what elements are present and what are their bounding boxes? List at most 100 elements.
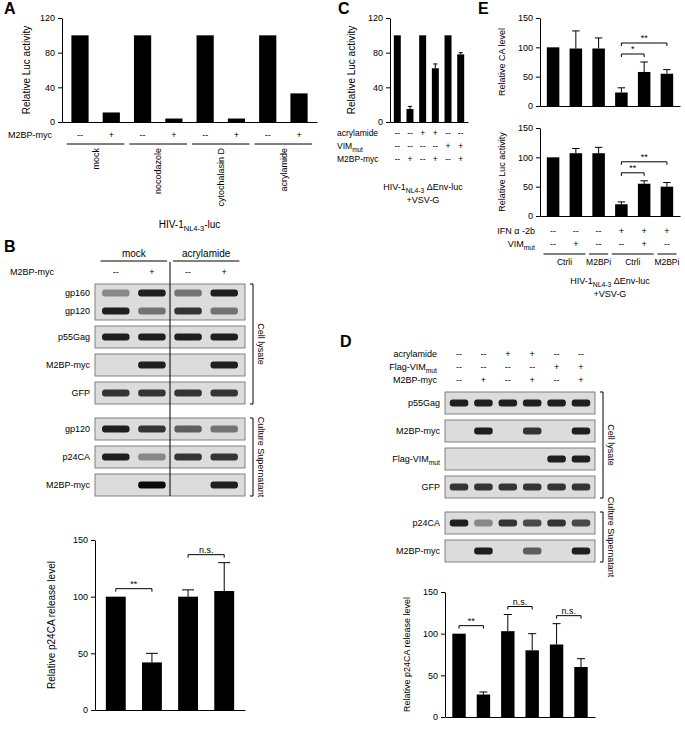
error-bar-cap — [572, 30, 580, 31]
condition-label: M2BP-myc — [393, 375, 438, 385]
group-line — [544, 254, 586, 255]
y-tick-mark — [386, 122, 390, 123]
y-axis-title: Relative Luc activity — [346, 26, 357, 114]
condition-cell: + — [573, 239, 578, 249]
error-bar-cap — [459, 52, 463, 53]
bar — [228, 119, 245, 122]
error-bar-cap — [146, 653, 158, 654]
x-axis — [541, 216, 681, 218]
y-tick-mark — [441, 675, 445, 676]
condition-label: VIMmut — [508, 239, 535, 251]
error-bar-stem — [575, 31, 576, 49]
y-tick-label: 50 — [78, 649, 88, 659]
bar — [570, 153, 583, 216]
y-tick-label: 80 — [45, 48, 55, 58]
y-axis-line — [62, 19, 63, 123]
blot-band — [174, 334, 201, 341]
condition-cell: -- — [407, 128, 413, 138]
condition-cell: + — [458, 141, 463, 151]
condition-label: acrylamide — [393, 349, 437, 359]
significance-bracket — [621, 43, 667, 46]
blot-band — [174, 308, 201, 315]
bar — [259, 35, 276, 122]
blot-band — [210, 362, 237, 369]
condition-cell: + — [433, 154, 438, 164]
condition-cell: -- — [265, 130, 271, 140]
condition-cell: -- — [554, 349, 560, 359]
bar — [214, 591, 234, 710]
plot-marks — [394, 35, 464, 122]
blot-band — [499, 548, 518, 555]
error-bar-stem — [644, 62, 645, 72]
blot-label: M2BP-myc — [46, 360, 91, 370]
error-bar-cap — [572, 148, 580, 149]
x-axis — [63, 122, 318, 124]
y-tick-mark — [91, 597, 95, 598]
condition-label: M2BP-myc — [337, 154, 379, 164]
blot-band — [138, 482, 165, 489]
condition-cell: + — [234, 130, 239, 140]
x-axis-line — [63, 122, 318, 123]
blot-band — [138, 426, 165, 433]
y-tick-mark — [91, 540, 95, 541]
blot-strip — [445, 448, 595, 470]
bar — [525, 650, 538, 717]
blot-band — [102, 482, 129, 489]
y-tick-mark — [58, 87, 62, 88]
error-bar-cap — [504, 614, 512, 615]
bar — [592, 49, 605, 106]
blot-band — [572, 520, 591, 527]
error-bar — [146, 653, 158, 662]
group-line — [67, 144, 125, 145]
y-tick: 50 — [523, 182, 540, 192]
condition-cell: + — [296, 130, 301, 140]
condition-cell: + — [578, 375, 583, 385]
condition-cell: -- — [77, 130, 83, 140]
bar — [165, 119, 182, 122]
y-tick-label: 150 — [518, 123, 533, 133]
bar — [477, 695, 490, 718]
bar — [547, 47, 560, 106]
error-bar — [528, 634, 536, 651]
bar — [570, 49, 583, 106]
caption: +VSV-G — [594, 289, 627, 299]
y-axis-title: Relative CA level — [497, 28, 507, 96]
condition-label-part: mut — [524, 244, 535, 251]
blot-label: GFP — [71, 388, 90, 398]
significance-bracket — [508, 607, 532, 610]
error-bar-cap — [618, 201, 626, 202]
condition-label: M2BP-myc — [10, 267, 55, 277]
y-tick-mark — [386, 53, 390, 54]
group-label: acrylamide — [279, 148, 289, 192]
group-label: acrylamide — [182, 248, 231, 259]
blot-band — [547, 400, 566, 407]
condition-label: acrylamide — [337, 128, 378, 138]
blot-band — [138, 290, 165, 297]
blot-band — [138, 390, 165, 397]
significance-bracket — [621, 162, 667, 165]
condition-label: M2BP-myc — [8, 130, 53, 140]
error-bar-cap — [479, 692, 487, 693]
error-bar-cap — [408, 106, 412, 107]
error-bar-stem — [188, 590, 189, 597]
significance-label: ** — [468, 616, 476, 626]
error-bar-cap — [528, 633, 536, 634]
group-line — [129, 144, 187, 145]
y-tick: 100 — [423, 629, 445, 639]
y-tick: 0 — [528, 211, 540, 221]
bar — [142, 662, 162, 710]
y-tick-label: 80 — [373, 48, 383, 58]
y-tick: 150 — [423, 587, 445, 597]
condition-cell: + — [530, 375, 535, 385]
caption-part: NL4-3 — [184, 224, 204, 233]
condition-cell: + — [642, 226, 647, 236]
blot-band — [102, 290, 129, 297]
condition-cell: + — [222, 267, 227, 277]
error-bar-cap — [640, 180, 648, 181]
condition-cell: -- — [433, 141, 439, 151]
y-tick-label: 150 — [423, 587, 438, 597]
condition-cell: -- — [618, 239, 624, 249]
blot-label: gp120 — [65, 306, 90, 316]
condition-cell: -- — [202, 130, 208, 140]
blot-band — [523, 548, 542, 555]
